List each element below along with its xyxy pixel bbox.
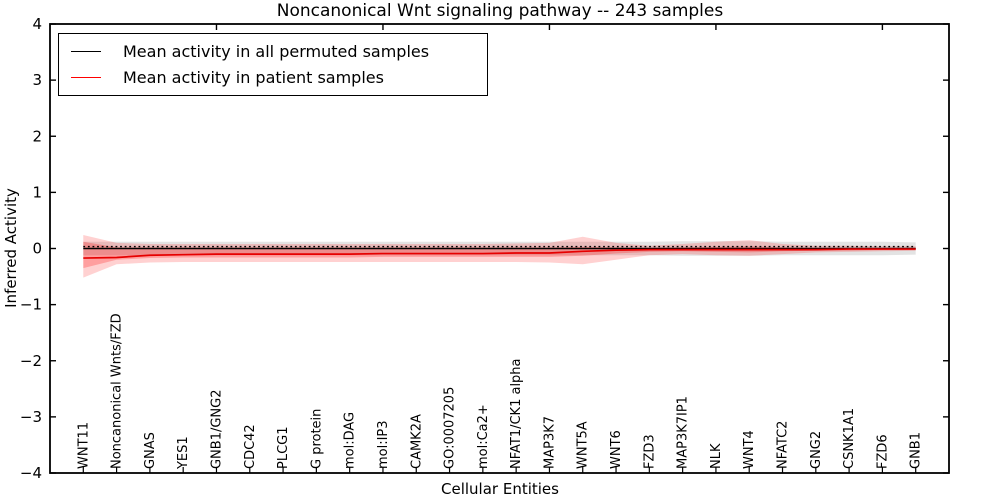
entity-label: FZD6 bbox=[875, 434, 890, 469]
entity-label: CDC42 bbox=[243, 424, 258, 469]
entity-label: GNB1 bbox=[909, 432, 924, 469]
y-tick-label: 3 bbox=[32, 71, 42, 89]
entity-label: G protein bbox=[309, 409, 324, 469]
entity-label: GO:0007205 bbox=[443, 387, 458, 469]
entity-label: GNB1/GNG2 bbox=[209, 389, 224, 469]
entity-label: mol:IP3 bbox=[376, 420, 391, 469]
y-tick-label: 0 bbox=[32, 240, 42, 258]
patient-line-swatch bbox=[71, 77, 101, 79]
entity-label: PLCG1 bbox=[276, 426, 291, 469]
permuted-line-swatch bbox=[71, 50, 101, 52]
entity-label: Noncanonical Wnts/FZD bbox=[110, 313, 125, 469]
entity-label: CSNK1A1 bbox=[842, 408, 857, 469]
entity-label: WNT4 bbox=[742, 430, 757, 469]
axes-layer bbox=[49, 23, 950, 474]
entity-label: NLK bbox=[709, 443, 724, 469]
legend-box: Mean activity in all permuted samples Me… bbox=[58, 33, 488, 96]
y-tick-label: −3 bbox=[20, 408, 42, 426]
entity-label: GNAS bbox=[143, 432, 158, 469]
legend-entry-permuted: Mean activity in all permuted samples bbox=[59, 42, 487, 61]
tick-label-layer: −4 −3 −2 −1 0 1 2 3 4 WNT11 Noncanonical Wnts/FZD G… bbox=[20, 15, 924, 482]
entity-label: WNT11 bbox=[76, 422, 91, 469]
x-axis-label: Cellular Entities bbox=[441, 480, 559, 498]
entity-label: mol:Ca2+ bbox=[476, 404, 491, 469]
y-tick-label: −4 bbox=[20, 464, 42, 482]
lines-layer bbox=[83, 245, 916, 259]
entity-label: YES1 bbox=[176, 436, 191, 470]
legend-label-permuted: Mean activity in all permuted samples bbox=[123, 41, 430, 61]
legend-entry-patient: Mean activity in patient samples bbox=[59, 68, 487, 87]
y-axis-label: Inferred Activity bbox=[2, 188, 20, 308]
entity-label: mol:DAG bbox=[343, 412, 358, 469]
entity-label: GNG2 bbox=[809, 431, 824, 469]
y-tick-label: −2 bbox=[20, 352, 42, 370]
entity-label: FZD3 bbox=[642, 434, 657, 469]
y-tick-label: 2 bbox=[32, 127, 42, 145]
series-line-mean-activity-in-patient-samples bbox=[83, 248, 916, 259]
entity-label: MAP3K7 bbox=[542, 416, 557, 469]
chart-title: Noncanonical Wnt signaling pathway -- 24… bbox=[276, 1, 724, 21]
entity-label: WNT6 bbox=[609, 430, 624, 469]
entity-label: NFAT1/CK1 alpha bbox=[509, 358, 524, 469]
y-tick-label: −1 bbox=[20, 296, 42, 314]
legend-label-patient: Mean activity in patient samples bbox=[123, 68, 384, 88]
band-patient-range-outer bbox=[83, 235, 916, 278]
entity-label: NFATC2 bbox=[776, 421, 791, 469]
entity-label: WNT5A bbox=[576, 421, 591, 469]
bands-layer bbox=[83, 235, 916, 278]
entity-label: CAMK2A bbox=[409, 414, 424, 469]
y-tick-label: 4 bbox=[32, 15, 42, 33]
entity-label: MAP3K7IP1 bbox=[676, 396, 691, 469]
y-tick-label: 1 bbox=[32, 183, 42, 201]
